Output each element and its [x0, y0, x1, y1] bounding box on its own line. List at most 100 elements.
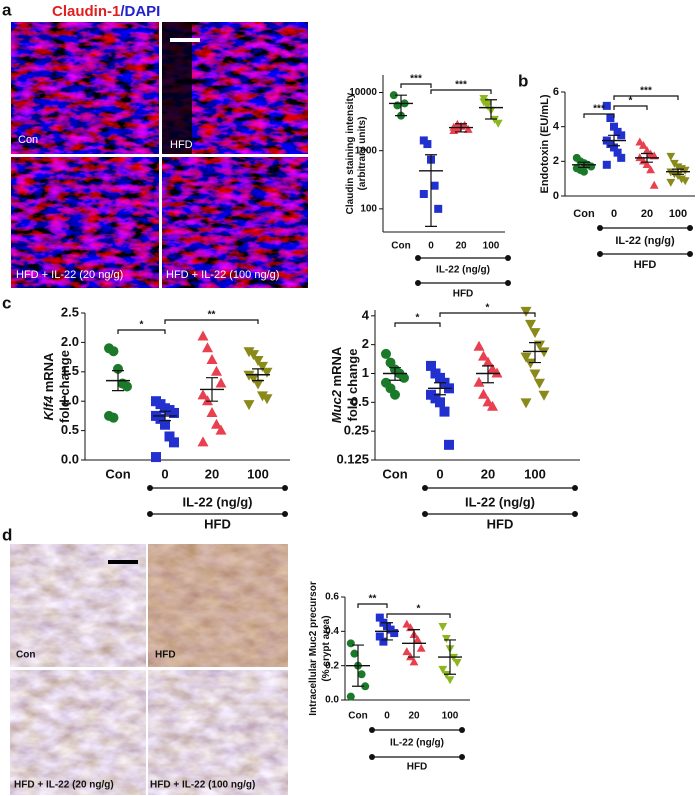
image-label: HFD [155, 650, 176, 661]
title-blue: /DAPI [120, 3, 160, 20]
data-point [438, 665, 448, 674]
error-bar [389, 367, 401, 381]
data-point [399, 372, 409, 383]
error-bar [395, 94, 407, 117]
group-line-end [369, 754, 375, 760]
data-point [257, 361, 268, 372]
data-point [206, 354, 218, 365]
significance-label: *** [455, 80, 467, 91]
data-point [438, 622, 448, 631]
image-label: HFD + IL-22 (100 ng/g) [150, 780, 255, 791]
significance-bracket [357, 603, 388, 608]
y-axis-label-text: (arbitrary units) [357, 117, 368, 191]
error-bar [444, 639, 456, 675]
group-line-end [687, 225, 693, 231]
y-axis-label-text: Intracellular Muc2 precursor [308, 581, 319, 716]
y-tick-label: 4 [553, 121, 560, 133]
group-line-end [415, 280, 421, 286]
error-bar [608, 134, 620, 147]
data-point [478, 350, 489, 361]
data-point [463, 124, 473, 133]
group-label: HFD [204, 516, 231, 531]
image-label: Con [18, 134, 38, 146]
group-line-end [597, 251, 603, 257]
y-tick-label: 100 [360, 203, 377, 214]
y-tick-label: 0.5 [351, 394, 369, 409]
data-point [406, 652, 415, 661]
group-line-end [282, 511, 288, 517]
image [10, 544, 146, 667]
significance-bracket [430, 89, 492, 94]
error-bar [672, 168, 684, 175]
data-point [261, 394, 273, 405]
data-point [478, 388, 489, 399]
x-tick-label: 20 [455, 241, 467, 252]
group-label: IL-22 (ng/g) [182, 494, 252, 509]
y-axis-label-text: mRNA [329, 346, 344, 390]
data-point [155, 413, 166, 424]
significance-bracket [583, 113, 615, 118]
y-tick-label: 0.25 [344, 423, 369, 438]
data-point [580, 167, 588, 176]
data-point [617, 131, 626, 140]
data-point [491, 367, 503, 378]
x-tick-label: Con [382, 466, 407, 481]
y-axis-label-text: fold change [345, 349, 360, 422]
error-bar [455, 123, 467, 133]
y-axis-label-gene: Muc2 [329, 389, 344, 423]
image [10, 670, 146, 795]
data-point [248, 373, 259, 384]
data-point [379, 637, 388, 646]
y-tick-label: 2.0 [61, 334, 79, 349]
data-point [642, 160, 652, 168]
data-point [215, 377, 227, 388]
panel-label: b [518, 71, 528, 90]
data-point [389, 91, 398, 100]
data-point [529, 369, 541, 380]
significance-label: *** [593, 104, 605, 115]
image [148, 670, 288, 795]
x-tick-label: 100 [442, 711, 459, 722]
y-axis-label: fold change [345, 349, 360, 422]
x-tick-label: 0 [436, 466, 443, 481]
significance-label: * [629, 96, 633, 107]
y-tick-label: 6 [553, 86, 559, 98]
data-point [416, 643, 426, 652]
data-point [423, 140, 432, 149]
y-axis-label: Endotoxin (EU/mL) [539, 94, 551, 193]
group-line-end [597, 225, 603, 231]
significance-bracket [117, 329, 166, 334]
error-bar [425, 154, 437, 227]
x-tick-label: 20 [408, 711, 420, 722]
group-line-end [147, 511, 153, 517]
data-point [434, 204, 443, 213]
group-line-end [572, 511, 578, 517]
data-point [202, 342, 213, 353]
error-bar [352, 644, 364, 687]
data-point [613, 148, 622, 157]
data-point [402, 647, 412, 656]
error-bar [159, 410, 171, 422]
data-point [426, 360, 436, 371]
error-bar [112, 370, 124, 392]
y-axis-label-text: Claudin staining intensity [345, 92, 356, 214]
y-axis-label: Klf4 mRNA [41, 352, 56, 421]
data-point [211, 365, 222, 376]
data-point [413, 635, 422, 644]
data-point [108, 346, 119, 357]
x-tick-label: 0 [428, 241, 434, 252]
data-point [639, 140, 648, 149]
data-point [252, 356, 264, 367]
error-bar [206, 377, 218, 402]
significance-label: ** [208, 310, 216, 321]
data-point [538, 390, 550, 401]
group-label: HFD [407, 762, 428, 773]
y-axis-label-gene: Klf4 [41, 395, 56, 420]
data-point [346, 639, 355, 648]
x-tick-label: 20 [641, 208, 653, 220]
x-tick-label: Con [573, 208, 595, 220]
x-tick-label: 0 [611, 208, 617, 220]
error-bar [252, 368, 264, 382]
